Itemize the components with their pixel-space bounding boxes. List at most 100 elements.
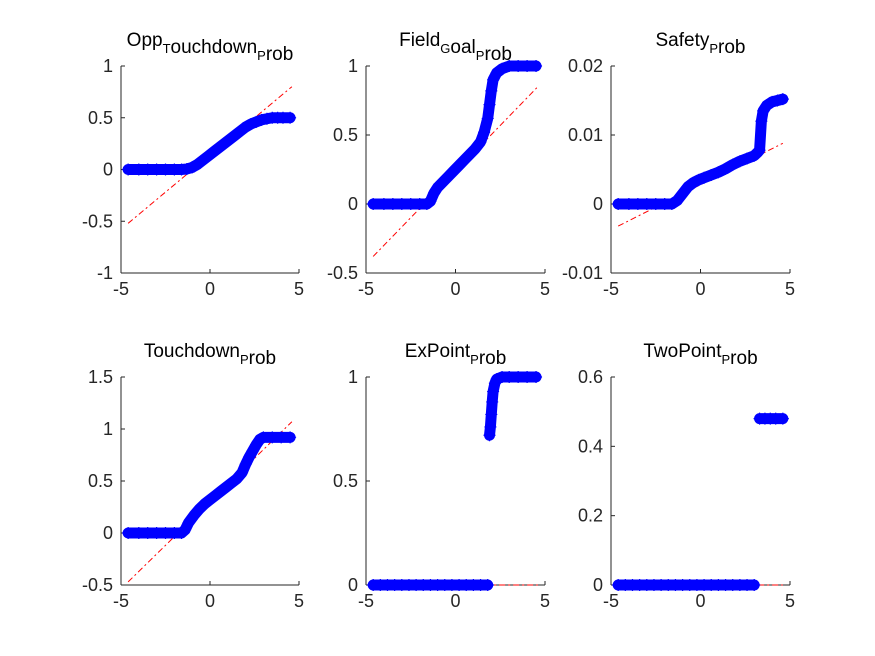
x-tick-label: -5 <box>603 279 619 299</box>
data-point <box>698 171 711 184</box>
data-point <box>243 451 256 464</box>
data-point <box>719 162 732 175</box>
y-tick-label: 1 <box>348 367 358 387</box>
chart-title: FieldGoalProb <box>399 30 512 65</box>
data-point <box>179 523 192 536</box>
y-tick-label: 0.02 <box>568 56 603 76</box>
data-point <box>483 429 496 442</box>
y-tick-label: 0 <box>348 194 358 214</box>
data-point <box>733 155 746 168</box>
chart-title: OppTouchdownProb <box>127 30 294 65</box>
data-point <box>751 146 764 159</box>
x-tick-label: -5 <box>603 591 619 611</box>
data-point <box>284 111 297 124</box>
data-point <box>692 173 705 186</box>
x-tick-label: 5 <box>294 279 304 299</box>
data-point <box>122 527 135 539</box>
quantile-band <box>367 60 542 210</box>
data-point <box>458 153 471 166</box>
data-point <box>122 163 135 176</box>
data-point <box>712 166 725 179</box>
chart-panel-4: -0.5 0 0.5 1 1.5 -5 0 5 TouchdownProb <box>82 341 304 611</box>
y-tick-label: 0.6 <box>578 367 603 387</box>
x-tick-label: -5 <box>358 591 374 611</box>
y-tick-label: 0.5 <box>88 108 113 128</box>
data-point <box>726 158 739 171</box>
data-point <box>776 93 789 106</box>
y-tick-label: 0 <box>593 194 603 214</box>
y-tick-label: 0 <box>593 575 603 595</box>
data-point <box>766 95 779 108</box>
data-point <box>671 194 684 207</box>
data-point <box>239 458 252 471</box>
y-tick-label: -0.01 <box>562 263 603 283</box>
x-tick-label: 5 <box>540 279 550 299</box>
x-tick-label: 0 <box>450 279 460 299</box>
x-tick-label: 0 <box>695 279 705 299</box>
y-tick-label: -0.5 <box>82 575 113 595</box>
y-tick-label: -1 <box>97 263 113 283</box>
data-point <box>748 579 761 591</box>
x-tick-label: 5 <box>785 279 795 299</box>
data-point <box>755 115 768 128</box>
data-point <box>484 420 497 433</box>
quantile-band <box>122 112 296 175</box>
x-tick-label: 0 <box>450 591 460 611</box>
y-tick-label: 0.5 <box>333 125 358 145</box>
data-point <box>481 112 494 125</box>
data-point <box>424 195 437 208</box>
data-point <box>485 84 498 97</box>
data-point <box>246 444 259 457</box>
y-tick-label: -0.5 <box>327 263 358 283</box>
y-tick-label: 1.5 <box>88 367 113 387</box>
data-point <box>481 579 494 591</box>
data-point <box>469 142 482 155</box>
y-tick-label: 0.4 <box>578 436 603 456</box>
data-point <box>436 175 449 188</box>
data-point <box>530 60 543 72</box>
data-point <box>487 73 500 86</box>
data-point <box>284 431 297 444</box>
data-point <box>483 98 496 111</box>
data-point <box>236 466 249 479</box>
data-point <box>485 408 498 421</box>
data-point <box>478 126 491 139</box>
data-point <box>453 159 466 172</box>
reference-line <box>617 142 784 227</box>
y-tick-label: 0 <box>103 523 113 543</box>
data-point <box>182 516 195 529</box>
data-point <box>612 198 625 210</box>
data-point <box>496 62 509 75</box>
data-point <box>230 472 243 485</box>
data-point <box>239 121 252 134</box>
chart-panel-3: -0.01 0 0.01 0.02 -5 0 5 SafetyProb <box>562 30 795 299</box>
data-point <box>687 176 700 189</box>
y-tick-label: -0.5 <box>82 211 113 231</box>
y-tick-label: 0.2 <box>578 506 603 526</box>
x-tick-label: 0 <box>205 279 215 299</box>
data-point <box>676 187 689 200</box>
x-tick-label: 5 <box>540 591 550 611</box>
data-point <box>442 170 455 183</box>
data-point <box>431 181 444 194</box>
y-tick-label: 0.5 <box>333 471 358 491</box>
y-tick-label: 1 <box>103 56 113 76</box>
data-point <box>771 94 784 107</box>
quantile-band <box>367 371 542 591</box>
data-point <box>367 198 380 210</box>
y-tick-label: 0 <box>348 575 358 595</box>
y-tick-label: 0.5 <box>88 471 113 491</box>
data-point <box>186 161 199 174</box>
data-point <box>187 509 200 522</box>
data-point <box>250 115 263 128</box>
data-point <box>741 152 754 165</box>
x-tick-label: -5 <box>113 591 129 611</box>
data-point <box>463 148 476 161</box>
data-point <box>244 117 257 130</box>
y-tick-label: 0.01 <box>568 125 603 145</box>
chart-title: TwoPointProb <box>643 341 757 369</box>
data-point <box>776 412 789 425</box>
